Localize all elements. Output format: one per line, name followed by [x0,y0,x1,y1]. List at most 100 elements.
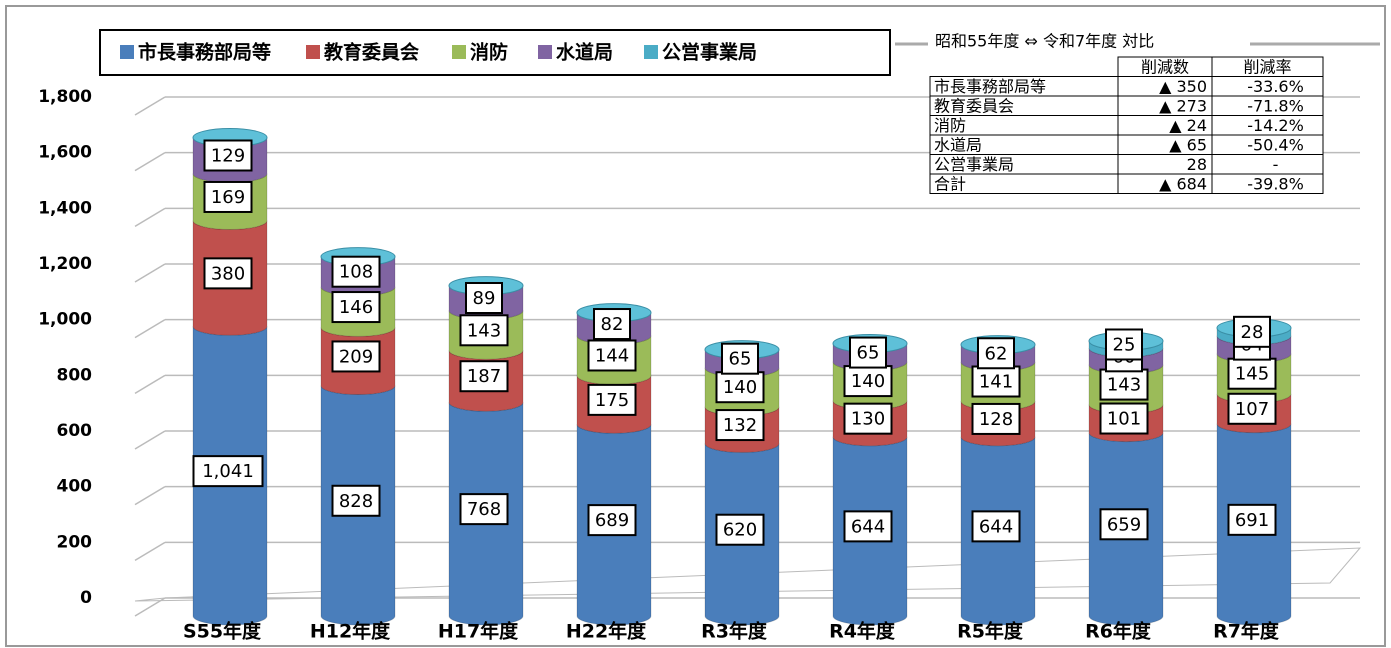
data-label: 141 [979,372,1013,393]
table-cell: -71.8% [1247,96,1304,115]
data-label-box [843,402,893,435]
table-cell: ▲ 65 [1169,135,1207,154]
data-label-box [1227,503,1277,536]
table-cell: - [1273,155,1279,174]
data-label: 107 [1235,399,1269,420]
data-label: 768 [467,499,501,520]
table-cell: 28 [1187,155,1207,174]
data-label-box [971,402,1021,435]
grid-line [134,597,166,617]
data-label: 132 [723,415,757,436]
data-label-box [1227,357,1277,390]
data-label: 108 [339,262,373,283]
data-label-box [843,510,893,543]
data-label: 28 [1241,322,1264,343]
data-label-box [331,340,381,373]
data-label: 62 [985,343,1008,364]
data-label: 140 [851,371,885,392]
data-label-box [1233,315,1271,348]
y-tick-label: 800 [57,365,93,385]
y-tick-label: 600 [57,421,93,441]
data-label-box [971,510,1021,543]
data-label-box [977,337,1015,370]
table-title: 昭和55年度 ⇔ 令和7年度 対比 [935,32,1154,51]
grid-line [134,96,166,116]
data-label: 1,041 [202,461,254,482]
legend-swatch [538,45,552,59]
grid-line [134,541,166,561]
data-label: 65 [729,349,752,370]
table-cell: ▲ 350 [1159,77,1207,96]
y-tick-label: 1,800 [38,87,92,107]
legend-label: 消防 [470,41,508,64]
grid-line [134,486,166,506]
legend-swatch [306,45,320,59]
data-label: 644 [979,516,1013,537]
data-label-box [331,291,381,324]
x-tick-label: H22年度 [566,620,647,643]
data-label-box [459,314,509,347]
data-label: 175 [595,390,629,411]
y-tick-label: 0 [80,588,92,608]
x-tick-label: R6年度 [1085,620,1152,643]
table-cell: -33.6% [1247,77,1304,96]
data-label: 828 [339,491,373,512]
table-header: 削減数 [1141,57,1189,76]
legend-box [99,29,891,76]
legend-swatch [452,45,466,59]
data-label: 145 [1235,364,1269,385]
legend-swatch [120,45,134,59]
table-cell: ▲ 24 [1169,116,1207,135]
table-cell: -50.4% [1247,135,1304,154]
data-label: 659 [1107,514,1141,535]
data-label: 169 [211,187,245,208]
data-label: 143 [1107,375,1141,396]
data-label: 146 [339,297,373,318]
data-label-box [849,336,887,369]
y-tick-label: 200 [57,532,93,552]
data-label-box [203,180,253,213]
data-label: 25 [1113,334,1136,355]
x-tick-label: R7年度 [1213,620,1280,643]
data-label-box [715,409,765,442]
data-label: 82 [601,314,624,335]
data-label-box [459,493,509,526]
data-label: 89 [473,288,496,309]
grid-line [134,430,166,450]
legend-label: 教育委員会 [324,41,419,64]
legend-label: 水道局 [556,41,613,64]
data-label-box [587,383,637,416]
y-tick-label: 1,600 [38,143,92,163]
data-label-box [715,371,765,404]
data-label-box [203,139,253,172]
data-label: 380 [211,263,245,284]
x-tick-label: H12年度 [310,620,391,643]
grid-line [134,152,166,172]
x-tick-label: R3年度 [701,620,768,643]
x-tick-label: R4年度 [829,620,896,643]
table-cell: -39.8% [1247,174,1304,193]
table-row [929,173,1324,194]
data-label: 140 [723,377,757,398]
data-label: 143 [467,320,501,341]
data-label-box [203,257,253,290]
data-label: 209 [339,346,373,367]
table-cell: ▲ 273 [1159,96,1207,115]
table-cell: 教育委員会 [934,96,1014,115]
table-header: 削減率 [1243,57,1291,76]
grid-line [134,263,166,283]
legend-label: 公営事業局 [662,41,757,64]
data-label: 689 [595,510,629,531]
x-tick-label: R5年度 [957,620,1024,643]
data-label: 620 [723,520,757,541]
x-tick-label: H17年度 [438,620,519,643]
grid-line [134,319,166,339]
y-tick-label: 1,000 [38,310,92,330]
data-label-box [587,339,637,372]
data-label-box [331,484,381,517]
x-tick-label: S55年度 [183,620,262,643]
data-label-box [593,308,631,341]
data-label-box [459,360,509,393]
data-label-box [1099,402,1149,435]
